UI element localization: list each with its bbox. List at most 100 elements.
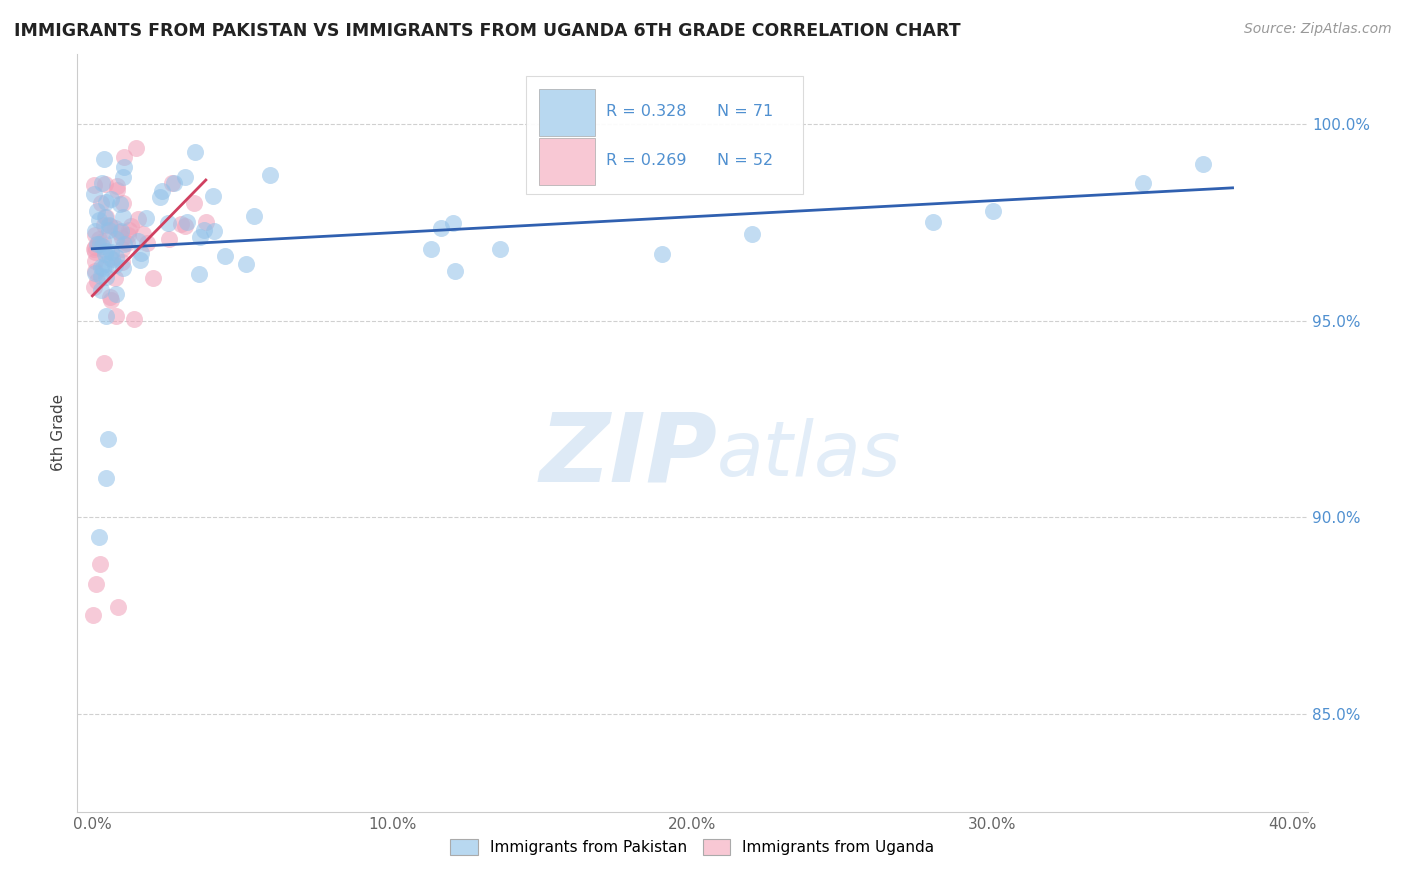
Point xyxy=(242,210,264,224)
Point xyxy=(94,194,117,209)
Point xyxy=(84,240,107,254)
Point xyxy=(117,223,139,237)
Point xyxy=(107,600,129,615)
Point xyxy=(110,243,132,257)
Point xyxy=(94,257,117,271)
Point xyxy=(117,227,139,242)
Point xyxy=(169,217,191,231)
Point xyxy=(89,232,111,246)
Point xyxy=(111,196,134,211)
Point xyxy=(157,232,180,246)
Point xyxy=(100,293,122,307)
Point xyxy=(112,150,135,164)
Text: atlas: atlas xyxy=(717,418,901,492)
Point xyxy=(94,310,117,324)
Point xyxy=(174,219,197,233)
Point xyxy=(91,234,114,248)
Point xyxy=(443,263,465,277)
Point xyxy=(921,215,943,229)
Point xyxy=(105,179,128,194)
Point xyxy=(214,249,236,263)
Point xyxy=(235,257,257,271)
Point xyxy=(184,145,207,160)
Point xyxy=(142,270,165,285)
Point xyxy=(94,471,117,485)
Point xyxy=(91,238,114,252)
Point xyxy=(84,244,107,259)
FancyBboxPatch shape xyxy=(538,89,595,136)
Point xyxy=(89,237,111,252)
Point xyxy=(135,211,157,226)
Point xyxy=(193,223,215,237)
Point xyxy=(90,268,112,283)
Point xyxy=(114,161,136,175)
Point xyxy=(97,218,120,232)
Point xyxy=(136,236,159,251)
Text: Source: ZipAtlas.com: Source: ZipAtlas.com xyxy=(1244,22,1392,37)
Point xyxy=(651,247,673,261)
Point xyxy=(91,260,114,275)
FancyBboxPatch shape xyxy=(538,137,595,185)
Point xyxy=(150,185,173,199)
Point xyxy=(122,311,145,326)
Point xyxy=(201,189,224,203)
Point xyxy=(162,176,184,190)
Point xyxy=(96,269,118,284)
Point xyxy=(202,224,225,238)
Point xyxy=(93,211,115,225)
Point xyxy=(104,259,127,273)
Text: R = 0.328: R = 0.328 xyxy=(606,104,688,120)
Point xyxy=(111,261,134,276)
Point xyxy=(97,432,120,446)
Point xyxy=(84,227,107,242)
Text: N = 71: N = 71 xyxy=(717,104,773,120)
Point xyxy=(83,280,105,294)
Point xyxy=(156,216,179,230)
Point xyxy=(94,244,117,258)
Point xyxy=(1132,176,1154,190)
Point xyxy=(111,255,134,269)
Point xyxy=(183,195,205,210)
Text: R = 0.269: R = 0.269 xyxy=(606,153,688,168)
Point xyxy=(82,608,104,623)
Point xyxy=(87,530,110,544)
Point xyxy=(98,219,121,233)
Point xyxy=(100,192,122,206)
Point xyxy=(127,234,149,248)
Point xyxy=(1191,156,1213,170)
Point xyxy=(86,204,108,219)
Point xyxy=(112,237,135,252)
Y-axis label: 6th Grade: 6th Grade xyxy=(51,394,66,471)
Point xyxy=(100,252,122,266)
Point xyxy=(93,178,115,192)
Text: N = 52: N = 52 xyxy=(717,153,773,168)
Point xyxy=(94,247,117,261)
Point xyxy=(489,242,512,256)
Point xyxy=(110,230,132,244)
Point xyxy=(430,220,453,235)
Point xyxy=(98,290,121,304)
Point xyxy=(174,169,197,184)
Point xyxy=(87,237,110,252)
Point xyxy=(84,266,107,280)
Point xyxy=(87,213,110,227)
Point xyxy=(188,229,211,244)
Point xyxy=(981,203,1004,218)
Point xyxy=(163,177,186,191)
Point xyxy=(83,242,105,256)
Point xyxy=(117,235,139,250)
Point xyxy=(98,252,121,266)
Point xyxy=(259,168,281,182)
Point xyxy=(419,242,441,256)
Point xyxy=(108,225,131,239)
Text: ZIP: ZIP xyxy=(538,409,717,502)
Point xyxy=(83,178,105,192)
Point xyxy=(89,558,111,572)
Point xyxy=(100,245,122,260)
Point xyxy=(104,271,127,285)
Point xyxy=(90,283,112,297)
Point xyxy=(83,264,105,278)
Point xyxy=(105,231,128,245)
Point xyxy=(105,250,128,264)
Point xyxy=(149,190,172,204)
